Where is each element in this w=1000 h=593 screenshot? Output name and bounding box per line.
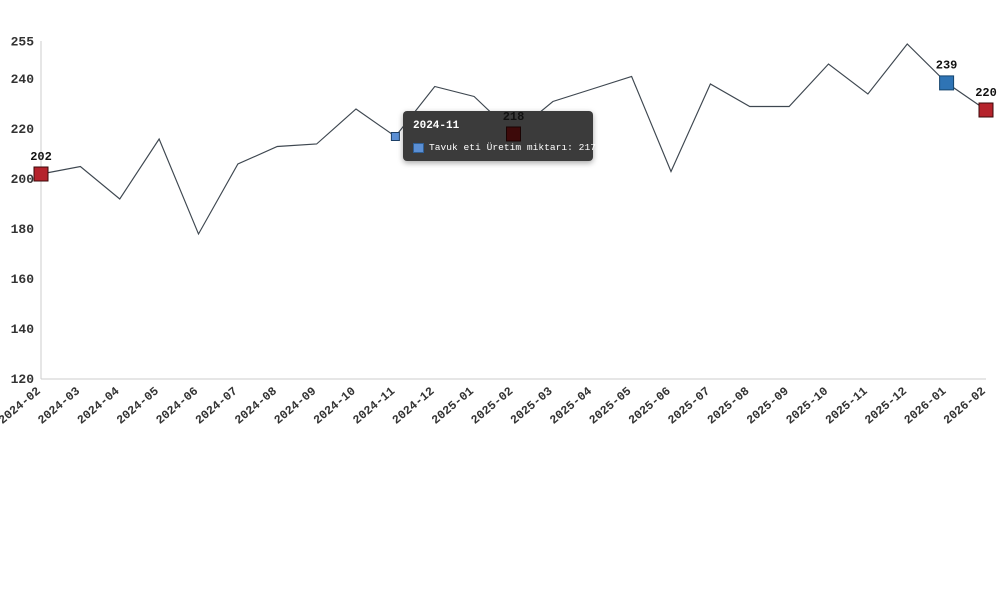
svg-text:218: 218 (503, 110, 525, 124)
